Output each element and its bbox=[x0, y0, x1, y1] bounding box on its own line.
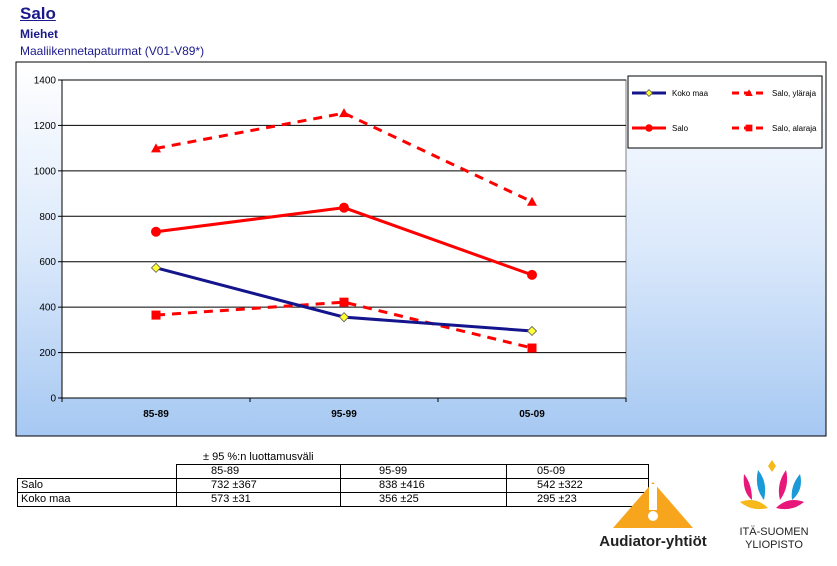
x-tick-label: 85-89 bbox=[143, 409, 169, 420]
data-point-diamond bbox=[338, 312, 350, 323]
y-tick-label: 1000 bbox=[34, 166, 57, 177]
data-point-circle bbox=[339, 202, 349, 213]
legend-label: Salo bbox=[672, 124, 689, 133]
table-cell: 295 ±23 bbox=[506, 492, 649, 507]
table-row-label: Salo bbox=[17, 478, 177, 493]
page-subtitle-detail: Maaliikennetapaturmat (V01-V89*) bbox=[20, 44, 205, 58]
legend-label: Salo, yläraja bbox=[772, 89, 817, 98]
plot-area bbox=[61, 79, 627, 399]
data-point-triangle bbox=[527, 196, 537, 206]
y-tick-label: 1400 bbox=[34, 76, 57, 87]
table-header-cell: 95-99 bbox=[340, 464, 507, 479]
table-header-cell: 85-89 bbox=[176, 464, 341, 479]
data-point-diamond bbox=[150, 262, 162, 273]
data-point-circle bbox=[527, 269, 537, 280]
data-point-square bbox=[151, 310, 161, 320]
table-cell: 356 ±25 bbox=[340, 492, 507, 507]
table-row-label: Koko maa bbox=[17, 492, 177, 507]
table-cell: 732 ±367 bbox=[176, 478, 341, 493]
audiator-logo-text: Audiator-yhtiöt bbox=[599, 533, 706, 550]
data-point-diamond bbox=[645, 89, 653, 97]
y-tick-label: 0 bbox=[50, 394, 56, 405]
data-point-circle bbox=[151, 226, 161, 237]
uef-leaf-icon bbox=[740, 500, 768, 510]
table-caption: ± 95 %:n luottamusväli bbox=[203, 451, 314, 463]
data-point-square bbox=[745, 124, 753, 132]
data-point-triangle bbox=[339, 108, 349, 118]
table-row: Salo 732 ±367 838 ±416 542 ±322 bbox=[17, 478, 649, 493]
table-header-row: 85-89 95-99 05-09 bbox=[18, 464, 649, 479]
data-point-triangle bbox=[745, 89, 753, 96]
uef-flame-icon bbox=[768, 460, 776, 472]
table-cell: 573 ±31 bbox=[176, 492, 341, 507]
table-header-cell: 05-09 bbox=[506, 464, 649, 479]
confidence-interval-table: 85-89 95-99 05-09 Salo 732 ±367 838 ±416… bbox=[17, 464, 649, 507]
data-point-square bbox=[339, 297, 349, 307]
table-corner bbox=[18, 465, 177, 479]
uef-leaf-icon bbox=[776, 500, 804, 510]
legend-label: Salo, alaraja bbox=[772, 124, 817, 133]
audiator-dot-icon bbox=[648, 511, 658, 521]
uef-leaf-icon bbox=[791, 474, 801, 500]
uef-logo-text-line1: ITÄ-SUOMEN bbox=[739, 526, 808, 538]
table-row: Koko maa 573 ±31 356 ±25 295 ±23 bbox=[17, 492, 649, 507]
legend-box bbox=[627, 75, 823, 149]
uef-leaf-icon bbox=[743, 474, 752, 500]
y-tick-label: 1200 bbox=[34, 121, 57, 132]
x-tick-label: 95-99 bbox=[331, 409, 357, 420]
data-point-circle bbox=[645, 124, 653, 132]
y-tick-label: 800 bbox=[39, 212, 56, 223]
legend-label: Koko maa bbox=[672, 89, 709, 98]
uef-leaf-icon bbox=[756, 470, 766, 500]
data-point-triangle bbox=[151, 143, 161, 153]
uef-logo-text-line2: YLIOPISTO bbox=[745, 539, 803, 551]
data-point-diamond bbox=[526, 325, 538, 337]
y-tick-label: 400 bbox=[39, 303, 56, 314]
page-subtitle: Miehet bbox=[20, 27, 59, 41]
x-tick-label: 05-09 bbox=[519, 409, 545, 420]
y-tick-label: 200 bbox=[39, 348, 56, 359]
data-point-square bbox=[527, 343, 537, 353]
page-title: Salo bbox=[20, 4, 56, 23]
audiator-bar-icon bbox=[649, 484, 657, 510]
y-tick-label: 600 bbox=[39, 257, 56, 268]
table-cell: 838 ±416 bbox=[340, 478, 507, 493]
uef-leaf-icon bbox=[778, 470, 788, 500]
uef-logo: ITÄ-SUOMEN YLIOPISTO bbox=[739, 460, 809, 551]
table-cell: 542 ±322 bbox=[506, 478, 649, 493]
audiator-logo: Audiator-yhtiöt bbox=[599, 482, 707, 550]
